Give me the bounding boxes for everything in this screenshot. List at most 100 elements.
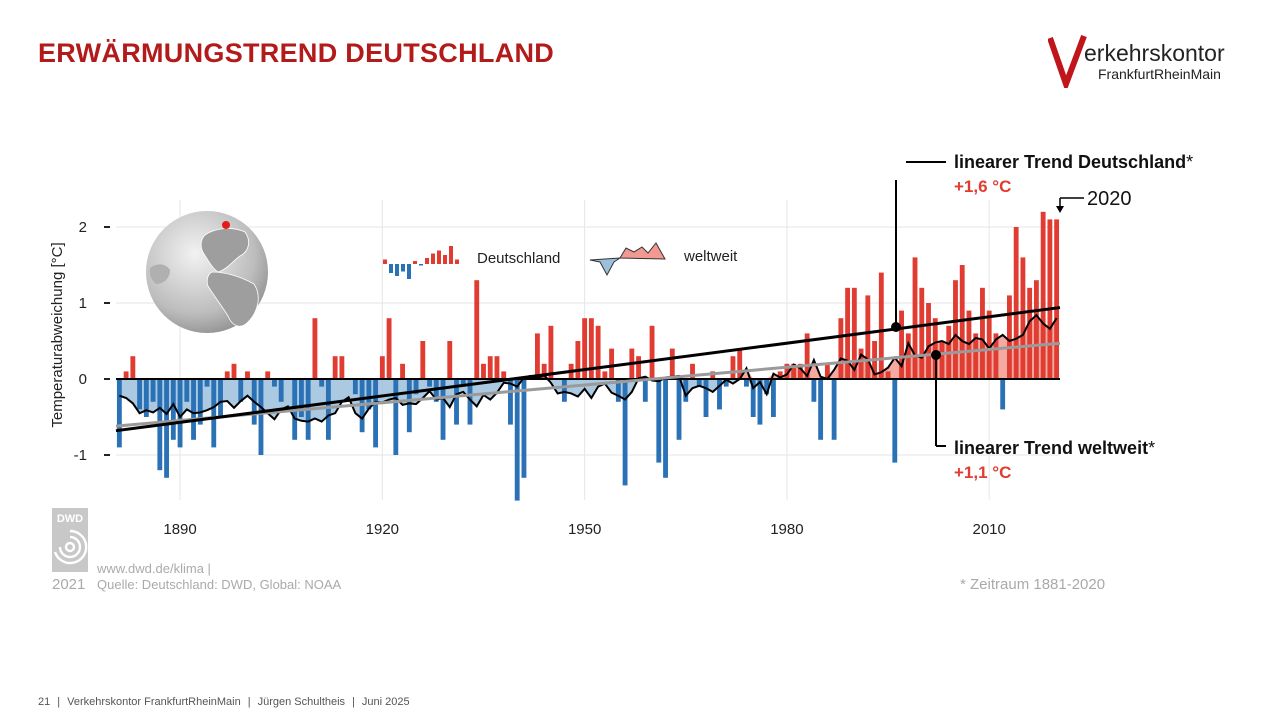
x-tick-label-1920: 1920: [366, 521, 399, 538]
bar-1964: [676, 379, 682, 440]
trend-de-marker: [891, 322, 901, 332]
y-tick-label-1: 1: [79, 295, 87, 312]
bar-2020: [1054, 219, 1060, 379]
bar-1922: [393, 379, 399, 455]
legend-mini-bar: [449, 246, 453, 264]
bar-1987: [831, 379, 837, 440]
bar-1963: [669, 348, 675, 379]
bar-2006: [959, 265, 965, 379]
bar-1883: [130, 356, 136, 379]
trend-global-marker: [931, 350, 941, 360]
legend-mini-bar: [455, 259, 459, 264]
x-tick-label-1950: 1950: [568, 521, 601, 538]
bar-1956: [622, 379, 628, 486]
bar-2015: [1020, 257, 1026, 379]
bar-1935: [481, 363, 486, 379]
last-year-annotation: 2020: [1056, 188, 1132, 213]
bar-2010: [986, 310, 992, 379]
bar-1979: [777, 371, 783, 379]
bar-1959: [642, 379, 648, 402]
svg-text:linearer Trend Deutschland*: linearer Trend Deutschland*: [954, 152, 1193, 172]
bar-1997: [899, 310, 904, 379]
bar-1926: [420, 341, 426, 379]
bar-2013: [1007, 295, 1012, 379]
footer-author: Jürgen Schultheis: [257, 696, 346, 708]
bar-1913: [332, 356, 338, 379]
bar-1934: [474, 280, 480, 379]
bar-1989: [845, 287, 851, 379]
bar-1977: [764, 379, 770, 395]
bar-1912: [325, 379, 331, 440]
bar-2014: [1013, 227, 1019, 379]
bar-1966: [690, 363, 695, 379]
bar-1982: [797, 363, 803, 379]
bar-1999: [912, 257, 918, 379]
bar-1884: [137, 379, 143, 410]
bar-1885: [143, 379, 149, 417]
legend-mini-bar: [419, 264, 423, 266]
bar-1945: [548, 325, 554, 379]
dwd-swirl-icon: [53, 529, 88, 565]
bar-1940: [514, 379, 520, 501]
bar-1965: [683, 379, 689, 402]
bar-2009: [980, 287, 985, 379]
footer-page-number: 21: [38, 696, 51, 708]
bar-1958: [636, 356, 641, 379]
trend-global-value: +1,1 °C: [954, 463, 1011, 482]
bar-1947: [561, 379, 567, 402]
bar-2019: [1047, 219, 1053, 379]
bar-1908: [299, 379, 304, 417]
bar-1892: [191, 379, 196, 440]
trend-line-germany: [115, 306, 1061, 433]
bar-1919: [373, 379, 379, 448]
bar-1978: [771, 379, 776, 417]
brand-logo: erkehrskontor FrankfurtRheinMain: [1048, 34, 1248, 90]
bar-2001: [926, 303, 931, 379]
v-logo-icon: [1048, 34, 1087, 88]
bar-1925: [413, 379, 419, 395]
trend-global-annotation: linearer Trend weltweit* +1,1 °C: [931, 350, 1155, 482]
globe-icon: [146, 211, 268, 333]
bar-1931: [454, 379, 459, 425]
bar-1903: [265, 371, 271, 379]
bar-1974: [744, 379, 749, 387]
bar-1894: [204, 379, 210, 387]
bar-1895: [211, 379, 217, 448]
bar-1973: [737, 348, 743, 379]
bar-1971: [723, 379, 729, 387]
bar-1881: [116, 379, 122, 448]
slide-title: ERWÄRMUNGSTREND DEUTSCHLAND: [38, 38, 555, 68]
y-tick-label--1: -1: [74, 447, 87, 464]
bar-2016: [1027, 287, 1033, 379]
bar-1984: [811, 379, 817, 402]
trend-de-annotation: linearer Trend Deutschland* +1,6 °C: [891, 152, 1193, 332]
svg-text:linearer Trend weltweit*: linearer Trend weltweit*: [954, 438, 1155, 458]
trend-de-label: linearer Trend Deutschland: [954, 152, 1186, 172]
bar-1972: [730, 356, 736, 379]
brand-subtitle: FrankfurtRheinMain: [1098, 66, 1221, 82]
bar-1902: [258, 379, 264, 455]
bar-1937: [494, 356, 500, 379]
bar-1910: [312, 318, 318, 379]
bar-1929: [440, 379, 446, 440]
bar-2012: [1000, 379, 1006, 410]
global-anomaly-line: [119, 313, 1058, 423]
bar-1962: [663, 379, 668, 478]
trend-global-label: linearer Trend weltweit: [954, 438, 1148, 458]
bar-1924: [406, 379, 412, 433]
bar-1936: [487, 356, 493, 379]
bar-1914: [339, 356, 345, 379]
legend-mini-bar: [425, 258, 429, 264]
bar-1960: [649, 325, 655, 379]
legend: Deutschland weltweit: [383, 242, 738, 279]
bar-1933: [467, 379, 473, 425]
bar-1918: [366, 379, 372, 410]
bar-1943: [535, 333, 540, 379]
brand-name: erkehrskontor: [1084, 40, 1225, 66]
bar-1951: [588, 318, 594, 379]
dwd-source: Quelle: Deutschland: DWD, Global: NOAA: [97, 577, 342, 592]
legend-mini-bar: [395, 264, 399, 276]
bar-1975: [750, 379, 756, 417]
legend-global-label: weltweit: [683, 248, 738, 265]
bar-1891: [184, 379, 190, 402]
